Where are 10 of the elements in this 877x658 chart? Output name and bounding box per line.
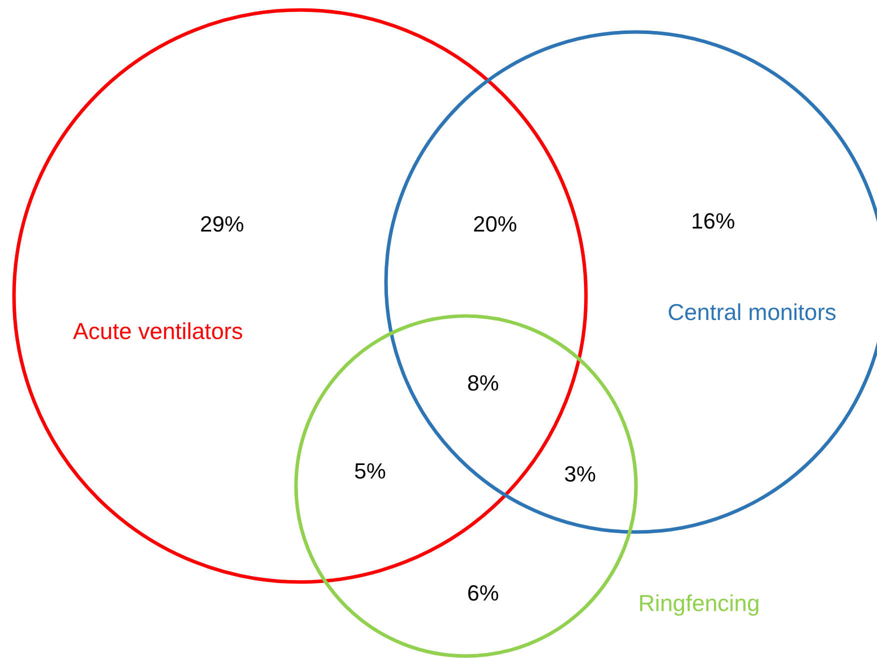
data-label: 16%: [690, 208, 736, 234]
data-label: 20%: [472, 212, 518, 236]
data-label: 29%: [200, 212, 244, 236]
text: Central monitors: [668, 299, 836, 325]
data-label: 3%: [564, 462, 596, 486]
data-label: 6%: [467, 580, 499, 606]
text: Acute ventilators: [72, 318, 244, 344]
text: Ringfencing: [638, 590, 760, 616]
data-label: 8%: [467, 370, 499, 396]
data-label: 5%: [354, 458, 386, 484]
